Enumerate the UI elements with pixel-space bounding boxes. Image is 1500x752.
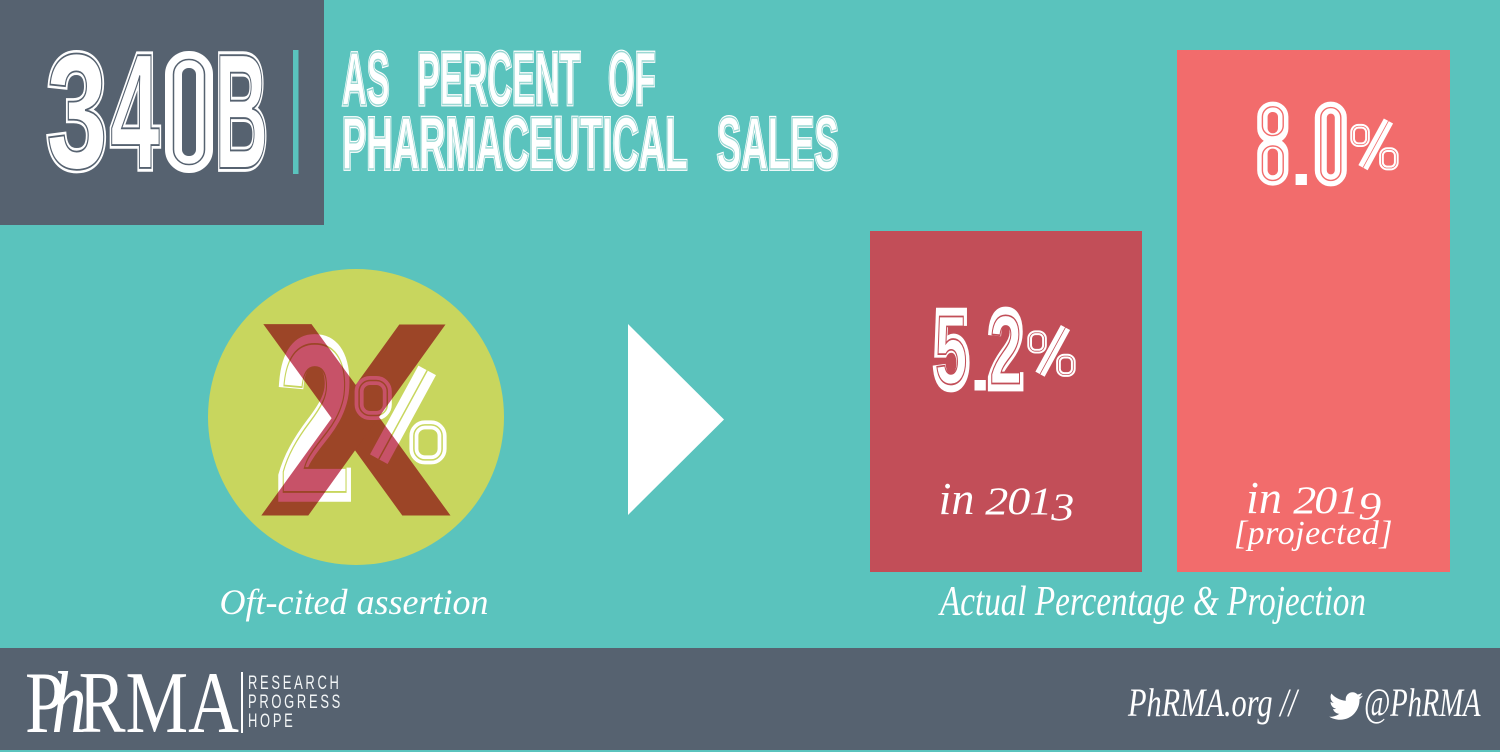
svg-text:4: 4	[110, 20, 159, 203]
svg-text:PHARMACEUTICAL SALES: PHARMACEUTICAL SALES	[342, 103, 839, 185]
svg-text:2: 2	[990, 294, 1022, 404]
svg-text:3: 3	[46, 19, 107, 203]
svg-text:AS PERCENT OF: AS PERCENT OF	[342, 38, 656, 122]
svg-text:5: 5	[935, 294, 967, 404]
svg-text:3: 3	[46, 19, 107, 203]
svg-text:B: B	[215, 20, 268, 203]
svg-text:AS PERCENT OF: AS PERCENT OF	[342, 38, 656, 122]
svg-text:4: 4	[110, 20, 159, 203]
svg-text:5: 5	[933, 289, 969, 412]
svg-text:2: 2	[988, 289, 1024, 412]
svg-text:B: B	[215, 20, 268, 203]
svg-text:PHARMACEUTICAL SALES: PHARMACEUTICAL SALES	[342, 103, 839, 185]
